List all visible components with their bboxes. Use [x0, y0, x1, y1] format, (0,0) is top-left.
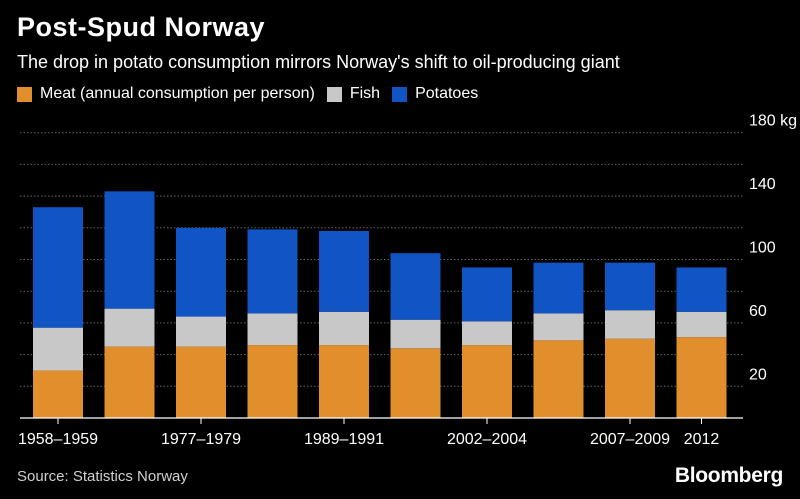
bar-fish-7	[533, 313, 584, 341]
bar-potatoes-9	[676, 267, 727, 312]
bar-fish-6	[462, 321, 512, 346]
x-tick-label-4: 1989–1991	[304, 431, 384, 448]
legend: Meat (annual consumption per person) Fis…	[17, 85, 490, 103]
bar-fish-5	[390, 319, 441, 349]
y-tick-label-100: 100	[749, 240, 776, 257]
y-tick-label-60: 60	[749, 303, 767, 320]
y-tick-labels: 20 60 100 140 180 kg	[749, 113, 797, 384]
bar-fish-2	[176, 316, 226, 347]
bloomberg-logo: Bloomberg	[674, 464, 783, 487]
bar-fish-4	[319, 311, 369, 346]
x-tick-label-9: 2012	[684, 431, 720, 448]
legend-label-fish: Fish	[349, 85, 381, 102]
bar-meat-1	[104, 346, 155, 418]
source-note: Source: Statistics Norway	[17, 468, 188, 485]
x-tick-label-8: 2007–2009	[590, 431, 670, 448]
chart-subtitle: The drop in potato consumption mirrors N…	[17, 52, 620, 72]
bar-potatoes-4	[319, 230, 369, 312]
bar-potatoes-8	[605, 262, 655, 311]
bar-meat-8	[605, 338, 655, 418]
y-tick-label-20: 20	[749, 366, 767, 383]
legend-swatch-fish	[326, 86, 342, 102]
chart-title: Post-Spud Norway	[17, 12, 266, 42]
legend-item-meat: Meat (annual consumption per person)	[17, 85, 315, 103]
x-tick-label-2: 1977–1979	[161, 431, 241, 448]
bar-fish-8	[605, 310, 655, 339]
bar-potatoes-2	[176, 227, 226, 317]
bar-fish-9	[676, 311, 727, 338]
bar-potatoes-0	[33, 207, 83, 328]
bar-meat-0	[33, 370, 83, 418]
bar-potatoes-5	[390, 253, 441, 320]
bar-fish-1	[104, 308, 155, 347]
legend-label-meat: Meat (annual consumption per person)	[40, 85, 315, 102]
bar-meat-2	[176, 346, 226, 418]
bar-meat-6	[462, 345, 512, 418]
bar-meat-7	[533, 340, 584, 418]
legend-swatch-potatoes	[392, 86, 408, 102]
y-tick-label-140: 140	[749, 176, 776, 193]
bar-meat-9	[676, 337, 727, 418]
x-tick-label-0: 1958–1959	[18, 431, 98, 448]
bar-potatoes-1	[104, 191, 155, 309]
axis-layer	[20, 417, 743, 424]
bar-meat-5	[390, 348, 441, 418]
x-tick-label-6: 2002–2004	[447, 431, 527, 448]
bar-meat-4	[319, 345, 369, 418]
bar-meat-3	[247, 345, 298, 418]
legend-swatch-meat	[17, 86, 32, 102]
bars-layer	[33, 191, 727, 418]
bar-potatoes-7	[533, 262, 584, 314]
legend-label-potatoes: Potatoes	[415, 85, 479, 102]
y-tick-label-180: 180 kg	[749, 113, 797, 130]
legend-item-potatoes: Potatoes	[392, 85, 478, 103]
bar-potatoes-3	[247, 229, 298, 314]
bar-fish-3	[247, 313, 298, 346]
bar-fish-0	[33, 327, 83, 371]
legend-item-fish: Fish	[326, 85, 381, 103]
x-tick-labels: 1958–1959 1977–1979 1989–1991 2002–2004 2007…	[18, 431, 719, 448]
bar-potatoes-6	[462, 267, 512, 322]
